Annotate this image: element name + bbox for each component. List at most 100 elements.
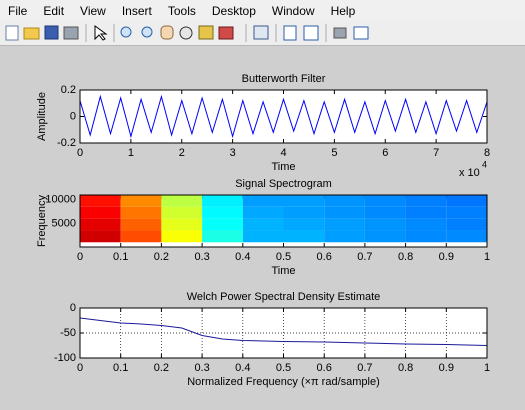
pointer-icon[interactable] [94, 25, 108, 41]
heatmap-cell [283, 230, 325, 243]
rotate-icon[interactable] [179, 26, 193, 40]
heatmap-cell [120, 195, 162, 207]
save-icon[interactable] [44, 25, 59, 40]
x-axis-label: Time [271, 161, 295, 173]
heatmap-cell [161, 218, 203, 231]
x-tick-label: 1 [128, 147, 134, 159]
brush-icon[interactable] [218, 26, 234, 40]
y-tick-label: 0 [70, 110, 76, 122]
heatmap-cell [405, 218, 447, 231]
pan-icon[interactable] [160, 25, 174, 40]
print-icon[interactable] [63, 26, 79, 40]
x-tick-label: 0.5 [276, 251, 291, 263]
x-axis-label: Time [271, 265, 295, 277]
new-icon[interactable] [5, 25, 19, 41]
heatmap-cell [364, 195, 406, 207]
x-tick-label: 0.5 [276, 362, 291, 374]
x-tick-label: 1 [484, 251, 490, 263]
x-tick-label: 8 [484, 147, 490, 159]
x-tick-label: 0.7 [357, 362, 372, 374]
x-tick-label: 0.3 [194, 362, 209, 374]
menu-item[interactable]: Edit [43, 3, 65, 18]
menu-item[interactable]: Help [330, 3, 356, 18]
y-tick-label: -0.2 [57, 137, 76, 149]
x-axis-label: Normalized Frequency (×π rad/sample) [187, 376, 380, 388]
zoom-out-icon[interactable] [141, 26, 153, 38]
x-tick-label: 0 [77, 362, 83, 374]
heatmap-cell [242, 206, 284, 219]
legend-icon[interactable] [303, 25, 319, 41]
heatmap-cell [202, 206, 243, 219]
heatmap-cell [446, 195, 487, 207]
heatmap-cell [283, 206, 325, 219]
chart-title: Welch Power Spectral Density Estimate [187, 291, 381, 303]
heatmap-cell [80, 206, 121, 219]
x-tick-label: 0.8 [398, 362, 413, 374]
heatmap-cell [364, 230, 406, 243]
heatmap-cell [446, 230, 487, 243]
y-tick-label: -50 [60, 327, 76, 339]
x-tick-label: 0.8 [398, 251, 413, 263]
x-tick-label: 0.9 [439, 362, 454, 374]
axes-box [79, 194, 488, 248]
heatmap-cell [405, 230, 447, 243]
open-icon[interactable] [23, 27, 40, 40]
heatmap-cell [324, 218, 365, 231]
y-tick-label: 10000 [45, 194, 76, 206]
menu-item[interactable]: File [8, 3, 28, 18]
heatmap-cell [161, 230, 203, 243]
y-axis-label: Frequency [36, 195, 48, 247]
x-tick-label: 0 [77, 147, 83, 159]
heatmap-cell [405, 195, 447, 207]
y-tick-label: 0 [70, 302, 76, 314]
menu-item[interactable]: Window [271, 3, 315, 18]
heatmap-cell [364, 218, 406, 231]
y-axis-label: Amplitude [36, 92, 48, 141]
menu-item[interactable]: Tools [167, 3, 196, 18]
y-tick-label: 0.2 [61, 84, 76, 96]
data-line [80, 317, 487, 346]
x-tick-label: 0.4 [235, 362, 250, 374]
menu-bar: File Edit View Insert Tools Desktop Window Help [0, 0, 525, 21]
heatmap-cell [80, 195, 121, 207]
heatmap-cell [242, 195, 284, 207]
axes-box [79, 89, 488, 144]
menu-item[interactable]: Desktop [211, 3, 256, 18]
heatmap-cell [161, 206, 203, 219]
x-tick-label: 0.9 [439, 251, 454, 263]
heatmap-cell [120, 218, 162, 231]
heatmap-cell [283, 218, 325, 231]
toolbar-icons [5, 24, 369, 42]
menu-item[interactable]: View [80, 3, 106, 18]
heatmap-cell [324, 230, 365, 243]
x-tick-label: 0.4 [235, 251, 250, 263]
x-tick-label: 4 [280, 147, 286, 159]
heatmap-cell [283, 195, 325, 207]
x-tick-label: 2 [179, 147, 185, 159]
link-icon[interactable] [253, 25, 269, 40]
menu-item[interactable]: Insert [121, 3, 152, 18]
x-tick-label: 0.6 [317, 251, 332, 263]
x-tick-label: 0.2 [154, 362, 169, 374]
x-tick-label: 0.1 [113, 251, 128, 263]
heatmap-cell [324, 195, 365, 207]
datacursor-icon[interactable] [198, 25, 214, 40]
heatmap-cell [80, 218, 121, 231]
heatmap-cell [242, 218, 284, 231]
x-tick-label: 5 [331, 147, 337, 159]
data-line [80, 94, 487, 139]
x-tick-label: 0.1 [113, 362, 128, 374]
toolbar [0, 21, 525, 46]
heatmap-cell [202, 218, 243, 231]
hide-tools-icon[interactable] [333, 27, 347, 39]
colorbar-icon[interactable] [283, 25, 297, 41]
heatmap-cell [446, 206, 487, 219]
y-tick-label: -100 [54, 352, 76, 364]
x-tick-label: 0.2 [154, 251, 169, 263]
zoom-in-icon[interactable] [120, 26, 132, 38]
x-multiplier: x 10 [459, 167, 480, 179]
x-multiplier-power: 4 [482, 159, 487, 169]
show-tools-icon[interactable] [353, 26, 369, 40]
